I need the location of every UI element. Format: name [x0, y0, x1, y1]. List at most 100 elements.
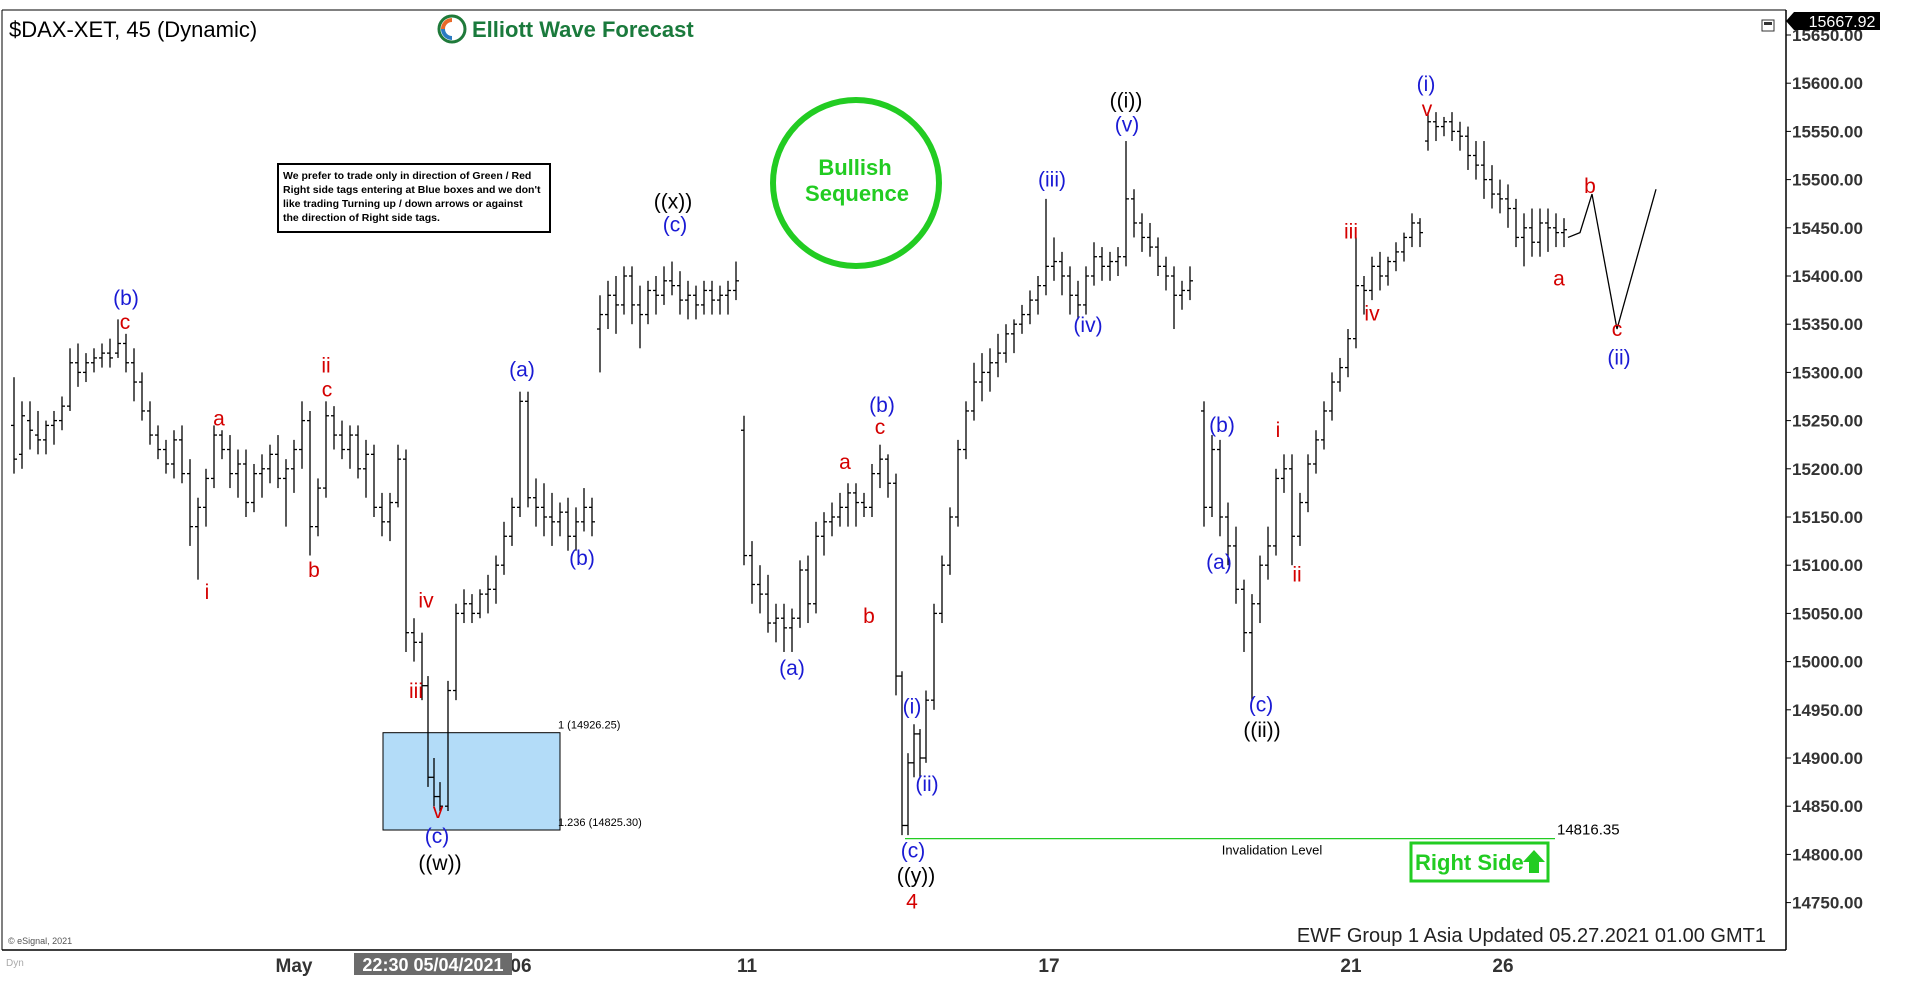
- y-tick-label: 15200.00: [1792, 460, 1863, 479]
- ohlc-bar: [749, 541, 755, 604]
- ohlc-bar: [1051, 237, 1057, 281]
- ohlc-bar: [1321, 401, 1327, 450]
- ohlc-bar: [331, 406, 337, 450]
- ohlc-bar: [581, 488, 587, 532]
- ohlc-bar: [1257, 555, 1263, 624]
- ohlc-bar: [445, 680, 451, 812]
- ohlc-bar: [1249, 594, 1255, 701]
- ohlc-bar: [509, 497, 515, 546]
- window-icon[interactable]: [1761, 19, 1775, 32]
- ohlc-bar: [1361, 276, 1367, 315]
- ohlc-bar: [155, 425, 161, 460]
- ohlc-bar: [773, 603, 779, 643]
- y-tick-label: 15600.00: [1792, 74, 1863, 93]
- ohlc-bar: [227, 435, 233, 489]
- wave-label: a: [213, 407, 225, 430]
- blue-box-top-label: 1 (14926.25): [558, 720, 620, 732]
- ohlc-bar: [1425, 112, 1431, 151]
- ohlc-bar: [1209, 435, 1215, 517]
- ohlc-bar: [1497, 179, 1503, 214]
- ohlc-bar: [1035, 276, 1041, 315]
- wave-label: (ii): [915, 773, 938, 796]
- ohlc-bar: [1345, 329, 1351, 378]
- ohlc-bar: [1273, 468, 1279, 556]
- ohlc-bar: [1385, 256, 1391, 286]
- ohlc-bar: [1155, 237, 1161, 276]
- ohlc-bar: [1513, 198, 1519, 248]
- ohlc-bar: [1027, 290, 1033, 325]
- wave-label: i: [205, 581, 210, 604]
- ohlc-bar: [267, 444, 273, 484]
- ohlc-bar: [1075, 280, 1081, 320]
- ohlc-bar: [1553, 213, 1559, 248]
- wave-label: ((w)): [418, 852, 461, 875]
- ohlc-bar: [1449, 112, 1455, 142]
- ohlc-bar: [963, 401, 969, 460]
- y-tick-label: 15500.00: [1792, 171, 1863, 190]
- y-tick-label: 14750.00: [1792, 894, 1863, 913]
- ohlc-bar: [677, 271, 683, 315]
- ohlc-bar: [275, 435, 281, 489]
- ohlc-bar: [1537, 208, 1543, 257]
- right-side-label: Right Side: [1415, 850, 1524, 875]
- last-price-tag: 15667.92: [1786, 12, 1880, 31]
- ohlc-bar: [1529, 208, 1535, 257]
- y-tick-label: 14850.00: [1792, 797, 1863, 816]
- ohlc-bar: [1083, 266, 1089, 315]
- wave-label: (b): [113, 287, 139, 310]
- ohlc-bar: [315, 478, 321, 537]
- ohlc-bar: [653, 276, 659, 315]
- ohlc-bar: [139, 372, 145, 421]
- ohlc-bar: [1521, 213, 1527, 267]
- ohlc-bar: [1147, 222, 1153, 257]
- dyn-label: Dyn: [6, 958, 24, 969]
- ohlc-bar: [1115, 247, 1121, 276]
- ohlc-bar: [431, 758, 437, 807]
- wave-label: a: [839, 451, 851, 474]
- ohlc-bar: [939, 555, 945, 624]
- ohlc-bar: [469, 594, 475, 624]
- y-tick-label: 15350.00: [1792, 315, 1863, 334]
- ohlc-bar: [621, 266, 627, 315]
- ohlc-bar: [645, 280, 651, 325]
- ohlc-bar: [235, 449, 241, 498]
- y-axis-ticks-layer: 14750.00 14800.00 14850.00 14900.00 14950.00…: [1786, 26, 1863, 913]
- ohlc-bar: [741, 415, 747, 566]
- crosshair-date-label: 22:30 05/04/2021: [362, 955, 503, 975]
- ohlc-bar: [613, 276, 619, 334]
- ohlc-bar: [693, 285, 699, 320]
- ohlc-bar: [1281, 454, 1287, 493]
- ohlc-bar: [171, 430, 177, 479]
- ohlc-bar: [1481, 141, 1487, 199]
- ohlc-bar: [187, 459, 193, 546]
- y-tick-label: 14900.00: [1792, 749, 1863, 768]
- ohlc-bar: [493, 555, 499, 604]
- ohlc-bar: [363, 439, 369, 498]
- wave-label: (i): [903, 696, 922, 719]
- brand-logo: Elliott Wave Forecast: [437, 14, 694, 44]
- ohlc-bar: [911, 724, 917, 778]
- ohlc-bar: [597, 295, 603, 373]
- ohlc-bar: [845, 483, 851, 527]
- ohlc-bar: [43, 420, 49, 455]
- ohlc-bar: [1353, 237, 1359, 349]
- y-tick-label: 15450.00: [1792, 219, 1863, 238]
- ohlc-bar: [219, 430, 225, 460]
- ohlc-bar: [893, 473, 899, 696]
- ohlc-bar: [19, 401, 25, 469]
- ohlc-bar: [805, 555, 811, 624]
- wave-label: iv: [418, 590, 434, 613]
- ohlc-bar: [307, 410, 313, 556]
- ohlc-bar: [425, 676, 431, 787]
- wave-label: c: [1612, 318, 1623, 341]
- ohlc-bar: [251, 463, 257, 513]
- invalidation-value-label: 14816.35: [1557, 822, 1620, 839]
- ohlc-bar: [179, 425, 185, 484]
- ohlc-bar: [573, 507, 579, 551]
- ohlc-bar: [1003, 324, 1009, 363]
- ohlc-bar: [971, 362, 977, 421]
- ohlc-bar: [1457, 121, 1463, 151]
- up-arrow-icon: [1523, 850, 1545, 873]
- ohlc-bar: [1099, 247, 1105, 281]
- ohlc-bars-layer: [11, 112, 1567, 836]
